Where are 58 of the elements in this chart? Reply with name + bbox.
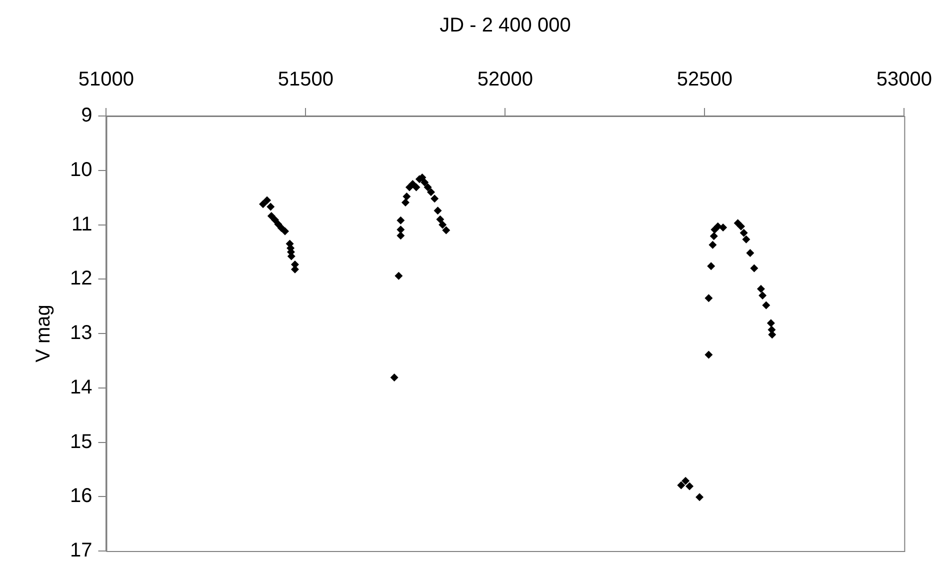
y-tick-label: 10 xyxy=(70,158,92,181)
point xyxy=(442,226,450,234)
point xyxy=(396,226,405,234)
point xyxy=(412,183,420,192)
x-tick-label: 52500 xyxy=(676,68,733,91)
point xyxy=(756,284,765,293)
point xyxy=(280,227,289,236)
point xyxy=(766,319,775,328)
point xyxy=(682,476,690,485)
x-tick-label: 52000 xyxy=(477,68,534,91)
point xyxy=(686,482,694,490)
point xyxy=(434,206,442,215)
point xyxy=(707,262,716,270)
point xyxy=(427,188,436,196)
point xyxy=(438,220,447,229)
point xyxy=(263,196,272,204)
point xyxy=(742,235,750,244)
point xyxy=(714,222,722,230)
point xyxy=(436,215,444,224)
point xyxy=(402,192,411,200)
y-tick-label: 14 xyxy=(70,376,92,398)
point xyxy=(704,294,713,302)
point xyxy=(420,178,429,186)
y-axis-title: V mag xyxy=(32,304,55,362)
x-tick-label: 51000 xyxy=(78,68,134,91)
point xyxy=(696,493,704,502)
point xyxy=(430,194,439,203)
x-tick-label: 53000 xyxy=(876,68,932,91)
y-tick-label: 12 xyxy=(70,268,92,290)
point xyxy=(758,291,767,300)
point xyxy=(750,264,758,272)
y-tick-label: 9 xyxy=(81,104,92,127)
point xyxy=(677,481,686,490)
point xyxy=(762,301,770,310)
point xyxy=(710,232,718,240)
point xyxy=(737,222,746,230)
point xyxy=(267,212,276,220)
point xyxy=(708,240,717,249)
x-axis-title: JD - 2 400 000 xyxy=(440,14,571,37)
y-tick-label: 15 xyxy=(70,430,92,453)
y-tick-label: 17 xyxy=(70,540,92,562)
point xyxy=(746,249,754,258)
point xyxy=(266,202,275,211)
point xyxy=(390,374,398,382)
point xyxy=(424,183,432,192)
y-tick-label: 13 xyxy=(70,322,92,344)
point xyxy=(396,216,405,224)
y-tick-label: 11 xyxy=(71,213,92,236)
point xyxy=(396,232,405,240)
point xyxy=(394,272,403,280)
point xyxy=(259,200,268,208)
point xyxy=(401,198,410,206)
point xyxy=(719,223,728,232)
y-tick-label: 16 xyxy=(70,485,92,508)
x-tick-label: 51500 xyxy=(278,68,334,91)
point xyxy=(271,216,280,224)
point xyxy=(704,350,713,359)
point xyxy=(740,228,748,237)
